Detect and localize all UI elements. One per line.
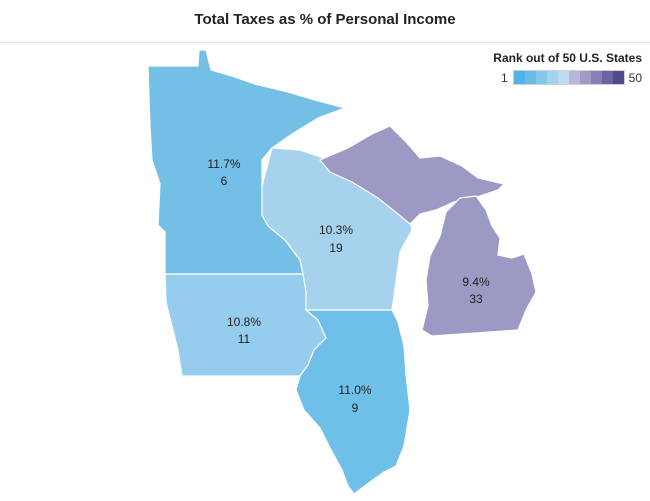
iowa-rank-label: 11 (238, 332, 251, 346)
legend-swatch (612, 71, 624, 84)
minnesota-rank-label: 6 (221, 174, 228, 188)
minnesota-pct-label: 11.7% (207, 157, 240, 171)
michigan-rank-label: 33 (469, 292, 483, 306)
legend-swatch (601, 71, 613, 84)
illinois-pct-label: 11.0% (338, 383, 371, 397)
legend-swatch (524, 71, 536, 84)
state-minnesota[interactable] (147, 49, 347, 275)
iowa-pct-label: 10.8% (227, 315, 261, 329)
wisconsin-pct-label: 10.3% (319, 223, 353, 237)
legend-swatch (579, 71, 591, 84)
legend-scale: 1 50 (492, 70, 642, 85)
legend-title: Rank out of 50 U.S. States (493, 51, 642, 65)
legend-swatch (557, 71, 569, 84)
legend-color-ramp (512, 70, 625, 85)
map-title: Total Taxes as % of Personal Income (194, 11, 456, 28)
state-michigan-lower[interactable] (421, 195, 537, 337)
state-illinois[interactable] (295, 309, 411, 495)
legend-max-label: 50 (628, 70, 642, 85)
rank-legend: Rank out of 50 U.S. States 1 50 (492, 51, 642, 85)
legend-swatch (535, 71, 547, 84)
legend-swatch (590, 71, 602, 84)
legend-min-label: 1 (500, 70, 508, 85)
legend-swatch (513, 71, 525, 84)
title-divider (0, 42, 650, 43)
illinois-rank-label: 9 (352, 401, 359, 415)
michigan-pct-label: 9.4% (462, 275, 490, 289)
legend-swatch (546, 71, 558, 84)
wisconsin-rank-label: 19 (329, 241, 343, 255)
legend-swatch (568, 71, 580, 84)
